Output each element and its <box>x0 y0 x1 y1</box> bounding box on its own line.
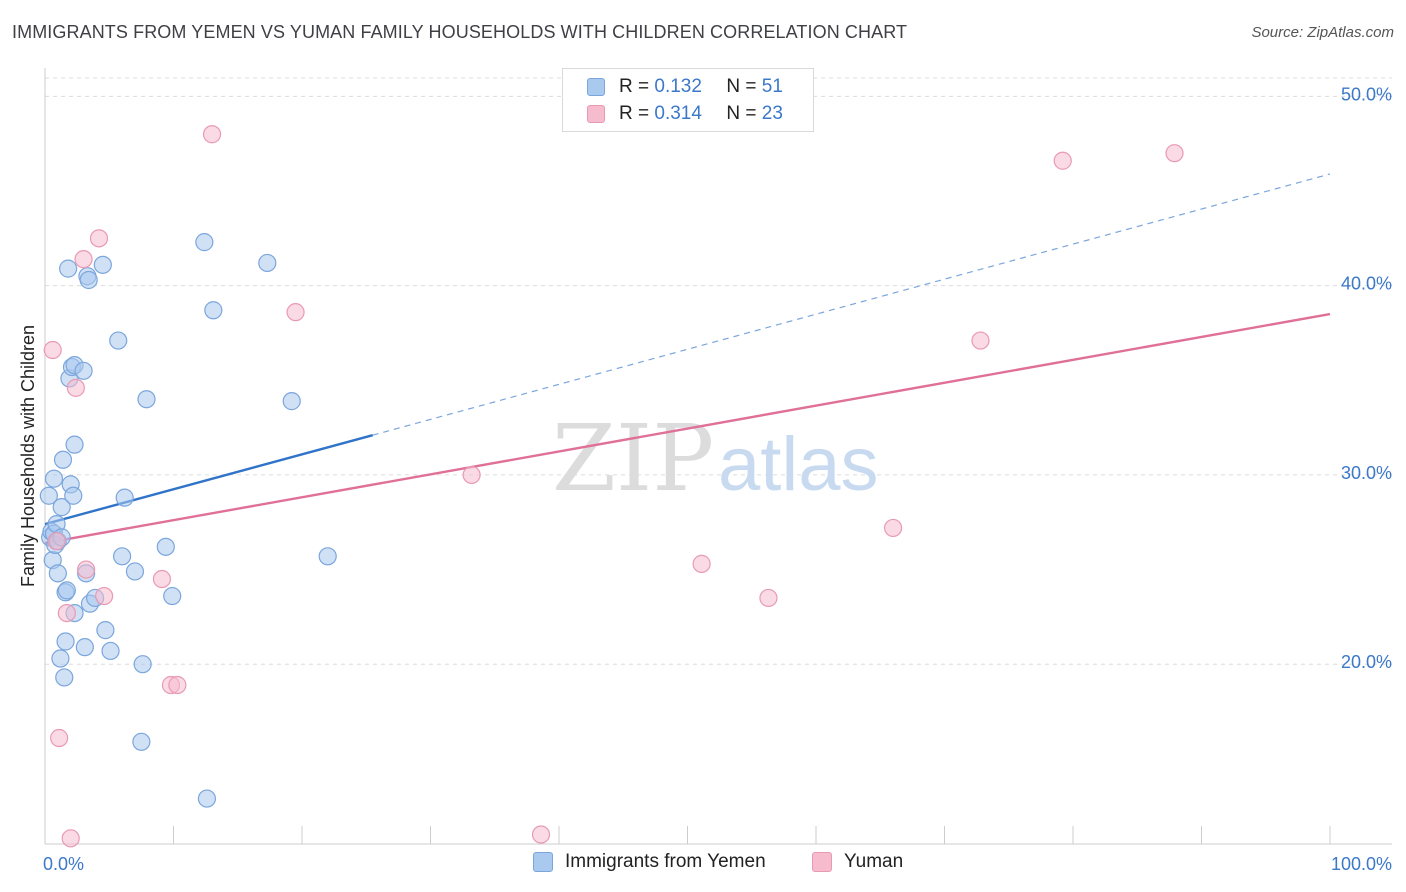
legend-n-label: N = <box>726 103 762 124</box>
point-yemen <box>64 486 83 505</box>
point-yuman <box>66 378 85 397</box>
point-yuman <box>43 340 62 360</box>
legend-row-yuman: R = 0.314 N = 23 <box>587 102 783 126</box>
point-yemen <box>48 564 67 583</box>
bottom-legend-swatch-blue <box>533 852 553 872</box>
point-yuman <box>152 569 172 589</box>
point-yuman <box>77 560 96 579</box>
point-yuman <box>168 675 187 695</box>
legend-swatch-pink <box>587 105 605 123</box>
point-yemen <box>39 486 58 505</box>
legend-r-label: R = <box>619 103 655 124</box>
trendline-yemen-extended <box>372 173 1331 436</box>
point-yemen <box>75 638 94 657</box>
point-yuman <box>759 588 778 608</box>
y-tick-label: 40.0% <box>1341 274 1392 294</box>
point-yemen <box>56 632 75 651</box>
y-tick-label: 20.0% <box>1341 652 1392 672</box>
point-yuman <box>95 586 114 606</box>
point-yemen <box>79 270 98 290</box>
point-yemen <box>133 655 152 674</box>
trendline-yuman <box>44 312 1331 545</box>
point-yuman <box>202 125 222 144</box>
legend-n-value: 51 <box>761 76 783 97</box>
point-yuman <box>74 250 93 269</box>
trend-lines <box>44 173 1331 545</box>
point-yuman <box>286 303 305 322</box>
chart-title: IMMIGRANTS FROM YEMEN VS YUMAN FAMILY HO… <box>12 22 908 42</box>
point-yuman <box>57 603 76 623</box>
point-yemen <box>65 435 84 454</box>
bottom-legend-label-yuman: Yuman <box>844 851 904 872</box>
legend-row-yemen: R = 0.132 N = 51 <box>587 75 783 99</box>
bottom-legend-yuman: Yuman <box>812 851 903 873</box>
grid-lines <box>45 77 1392 665</box>
point-yemen <box>53 450 73 469</box>
tick-labels: 20.0% 30.0% 40.0% 50.0% 0.0% 100.0% <box>43 84 1392 874</box>
point-yemen <box>163 586 182 606</box>
bottom-legend-label-yemen: Immigrants from Yemen <box>565 851 766 872</box>
bottom-legend-yemen: Immigrants from Yemen <box>533 851 766 873</box>
y-tick-label: 50.0% <box>1341 84 1392 104</box>
point-yuman <box>89 229 109 248</box>
point-yemen <box>51 649 70 668</box>
point-yemen <box>93 255 112 274</box>
point-yemen <box>44 469 64 488</box>
point-yemen <box>52 498 71 517</box>
point-yuman <box>971 331 990 350</box>
point-yuman <box>692 554 711 573</box>
x-tick-label: 0.0% <box>43 854 84 874</box>
axes <box>44 68 1392 845</box>
legend-r-value: 0.132 <box>654 76 702 97</box>
point-yemen <box>101 641 120 661</box>
point-yuman <box>883 518 903 538</box>
point-yemen <box>197 789 217 808</box>
watermark-atlas: atlas <box>718 422 879 507</box>
correlation-legend: R = 0.132 N = 51 R = 0.314 N = 23 <box>562 68 814 132</box>
point-yemen <box>137 390 156 409</box>
point-yuman <box>1053 151 1072 170</box>
point-yemen <box>115 488 134 507</box>
y-tick-label: 30.0% <box>1341 463 1392 483</box>
point-yemen <box>282 392 301 411</box>
data-points <box>39 125 1184 848</box>
watermark-zip: ZIP <box>552 405 714 512</box>
point-yuman <box>61 829 80 848</box>
point-yemen <box>125 562 145 581</box>
chart-source: Source: ZipAtlas.com <box>1251 24 1394 41</box>
point-yemen <box>318 547 337 566</box>
point-yemen <box>204 301 223 320</box>
point-yemen <box>59 259 78 278</box>
legend-n-label: N = <box>726 76 762 97</box>
y-axis-label: Family Households with Children <box>18 325 38 587</box>
legend-swatch-blue <box>587 78 605 96</box>
point-yemen <box>132 732 151 751</box>
legend-r-value: 0.314 <box>654 103 702 124</box>
point-yuman <box>462 465 481 485</box>
point-yemen <box>57 581 76 600</box>
point-yemen <box>258 253 277 273</box>
x-tick-label: 100.0% <box>1331 854 1392 874</box>
point-yemen <box>96 621 115 640</box>
bottom-legend-swatch-pink <box>812 852 832 872</box>
legend-r-label: R = <box>619 76 655 97</box>
point-yemen <box>74 361 93 380</box>
point-yemen <box>109 331 128 350</box>
point-yemen <box>195 233 214 252</box>
point-yemen <box>55 668 74 687</box>
point-yuman <box>50 728 69 748</box>
point-yuman <box>1165 144 1184 163</box>
point-yuman <box>531 825 551 844</box>
point-yemen <box>156 537 175 556</box>
point-yemen <box>112 547 132 566</box>
legend-n-value: 23 <box>761 103 783 124</box>
trendline-yemen <box>44 434 373 526</box>
point-yuman <box>47 532 66 551</box>
